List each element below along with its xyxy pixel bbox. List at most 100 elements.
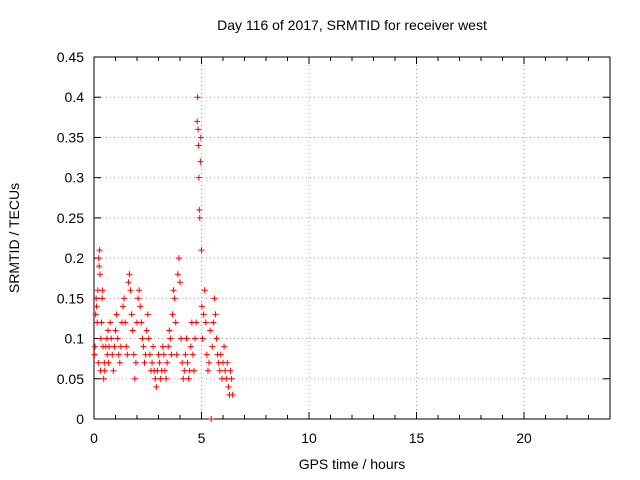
data-point	[164, 359, 171, 366]
data-point	[121, 295, 128, 302]
data-point	[153, 383, 160, 390]
y-tick-label: 0.25	[57, 210, 84, 226]
data-point	[198, 247, 205, 254]
data-point	[195, 126, 202, 133]
data-point	[183, 335, 190, 342]
data-point	[169, 311, 176, 318]
data-point	[125, 279, 132, 286]
x-tick-label: 15	[409, 430, 425, 446]
data-point	[110, 367, 117, 374]
data-point	[155, 351, 162, 358]
x-tick-label: 5	[198, 430, 206, 446]
data-point	[127, 287, 134, 294]
data-point	[100, 375, 107, 382]
y-tick-label: 0	[76, 411, 84, 427]
data-point	[196, 214, 203, 221]
x-tick-label: 10	[301, 430, 317, 446]
grid-lines	[94, 57, 610, 419]
data-point	[123, 343, 130, 350]
data-point	[111, 343, 118, 350]
data-point	[150, 343, 157, 350]
data-point	[195, 142, 202, 149]
data-point	[165, 343, 172, 350]
data-point	[208, 416, 215, 422]
chart-title: Day 116 of 2017, SRMTID for receiver wes…	[217, 17, 487, 33]
y-tick-label: 0.35	[57, 129, 84, 145]
data-point	[145, 335, 152, 342]
data-point	[93, 295, 100, 302]
data-point	[128, 311, 135, 318]
data-point	[212, 311, 219, 318]
data-point	[199, 335, 206, 342]
data-point	[97, 271, 104, 278]
data-point	[187, 343, 194, 350]
data-point	[115, 351, 122, 358]
data-point	[167, 335, 174, 342]
plot-frame	[93, 56, 611, 420]
data-point	[138, 319, 145, 326]
data-point	[92, 311, 99, 318]
data-point	[182, 351, 189, 358]
data-point	[93, 303, 100, 310]
x-axis-label: GPS time / hours	[298, 456, 406, 472]
data-point	[116, 359, 123, 366]
data-point	[216, 367, 223, 374]
data-point	[202, 319, 209, 326]
data-point	[211, 295, 218, 302]
data-point	[168, 351, 175, 358]
data-point	[129, 327, 136, 334]
data-point	[149, 359, 156, 366]
data-point	[192, 335, 199, 342]
data-point	[98, 319, 105, 326]
data-point	[159, 343, 166, 350]
data-point	[210, 319, 217, 326]
y-tick-label: 0.2	[65, 250, 85, 266]
data-point	[96, 263, 103, 270]
data-point	[200, 311, 207, 318]
data-point	[197, 134, 204, 141]
data-point	[106, 343, 113, 350]
data-point	[204, 367, 211, 374]
x-tick-label: 0	[90, 430, 98, 446]
axis-ticks: 0 5 10 15 20 0 0.05 0.1 0.15 0.2 0.25 0.3 0.35 0.4 0.4…	[57, 49, 610, 446]
data-point	[170, 287, 177, 294]
data-point	[174, 271, 181, 278]
data-point	[101, 367, 108, 374]
data-point	[223, 375, 230, 382]
y-tick-label: 0.05	[57, 371, 84, 387]
data-point	[95, 255, 102, 262]
data-point	[109, 351, 116, 358]
data-point	[112, 327, 119, 334]
data-point	[217, 351, 224, 358]
data-point	[225, 383, 232, 390]
data-point	[143, 327, 150, 334]
data-point	[190, 367, 197, 374]
data-point	[135, 295, 142, 302]
data-point	[91, 351, 98, 358]
data-point	[117, 343, 124, 350]
data-point	[157, 375, 164, 382]
data-point	[172, 319, 179, 326]
data-point	[221, 343, 228, 350]
data-point	[137, 303, 144, 310]
data-point	[195, 174, 202, 181]
x-tick-label: 20	[516, 430, 532, 446]
data-point	[207, 327, 214, 334]
data-point	[156, 359, 163, 366]
y-tick-label: 0.45	[57, 49, 84, 65]
data-point	[185, 375, 192, 382]
data-point	[152, 375, 159, 382]
y-tick-label: 0.3	[65, 170, 85, 186]
data-point	[120, 303, 127, 310]
data-point	[131, 375, 138, 382]
data-point	[122, 319, 129, 326]
data-point	[173, 351, 180, 358]
data-point	[178, 335, 185, 342]
data-point	[175, 255, 182, 262]
data-point	[229, 391, 236, 398]
data-point	[203, 351, 210, 358]
data-point	[194, 118, 201, 125]
data-point	[201, 287, 208, 294]
data-point	[141, 359, 148, 366]
data-point	[92, 343, 99, 350]
